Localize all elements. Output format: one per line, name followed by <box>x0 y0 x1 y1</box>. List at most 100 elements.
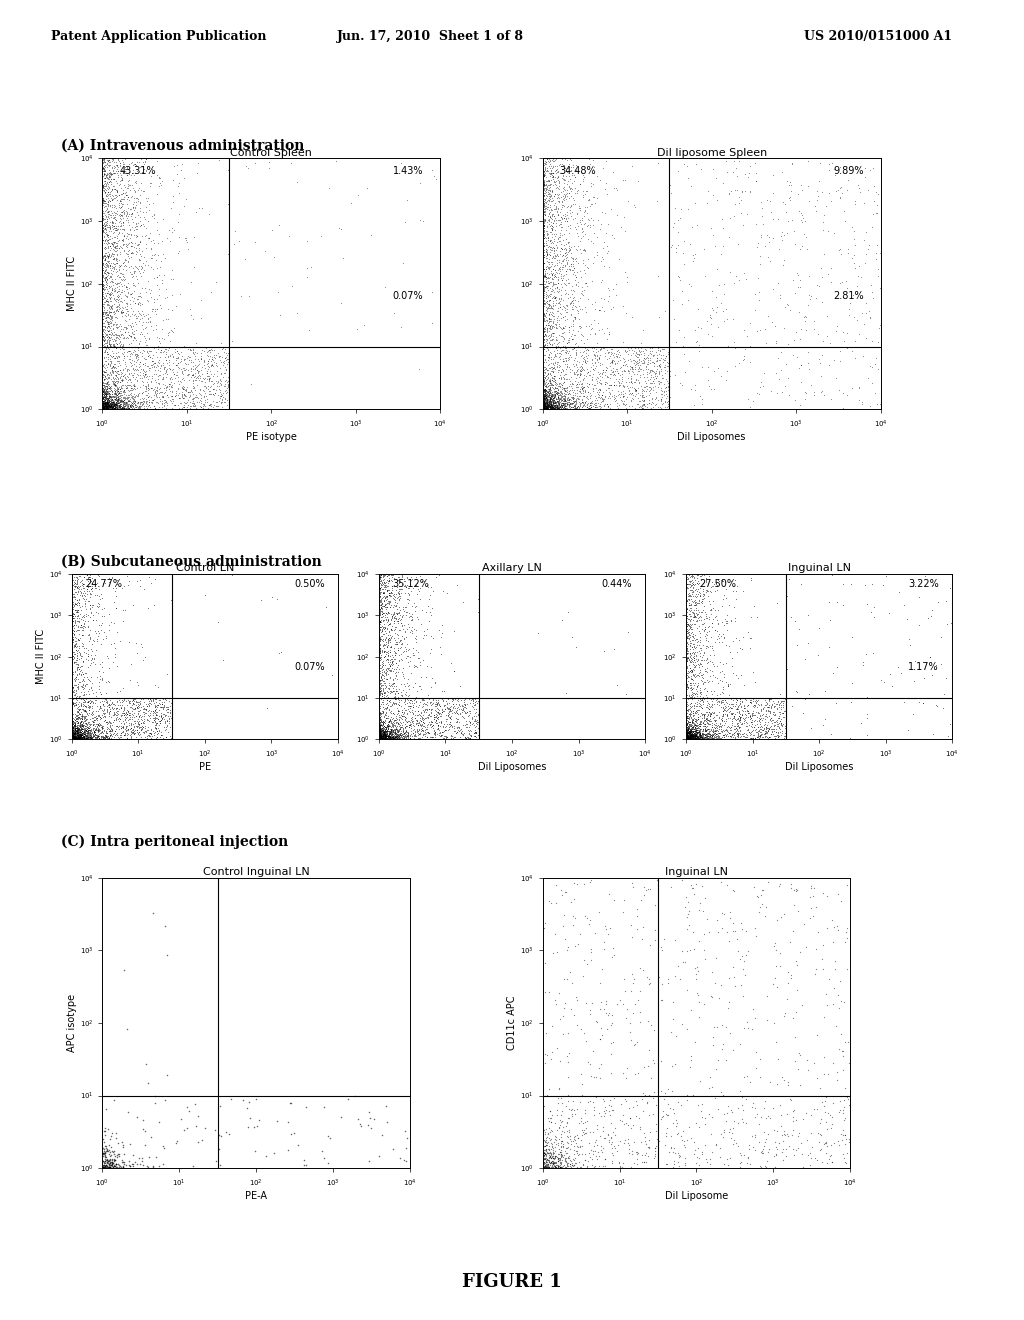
Point <box>123 396 139 417</box>
Point <box>592 1126 608 1147</box>
Point <box>99 312 116 333</box>
Point <box>375 719 391 741</box>
Point <box>176 396 193 417</box>
Point <box>373 729 389 750</box>
Point <box>116 202 132 223</box>
Point <box>185 339 202 360</box>
Point <box>544 226 560 247</box>
Point <box>67 726 83 747</box>
Point <box>69 726 85 747</box>
Point <box>774 715 791 737</box>
Point <box>774 222 791 243</box>
Point <box>191 368 208 389</box>
Point <box>382 726 398 747</box>
Point <box>104 306 121 327</box>
Point <box>129 202 145 223</box>
Point <box>190 364 207 385</box>
Point <box>687 727 703 748</box>
Point <box>131 388 147 409</box>
Point <box>679 723 695 744</box>
Point <box>100 216 117 238</box>
Point <box>141 341 158 362</box>
Point <box>742 692 759 713</box>
Point <box>617 397 634 418</box>
Point <box>745 690 762 711</box>
Point <box>539 161 555 182</box>
Point <box>446 660 463 681</box>
Point <box>74 725 90 746</box>
Point <box>605 371 622 392</box>
Point <box>548 338 564 359</box>
Point <box>807 288 823 309</box>
Point <box>74 619 90 640</box>
Point <box>108 395 124 416</box>
Point <box>404 620 421 642</box>
Point <box>105 393 122 414</box>
Point <box>66 717 82 738</box>
Point <box>746 1139 763 1160</box>
Point <box>106 388 123 409</box>
Point <box>373 711 389 733</box>
Point <box>562 1138 579 1159</box>
Point <box>146 1086 163 1107</box>
Point <box>104 392 121 413</box>
Point <box>67 727 83 748</box>
Point <box>412 710 428 731</box>
Point <box>728 713 744 734</box>
Point <box>67 722 83 743</box>
Point <box>554 318 570 339</box>
Point <box>95 319 112 341</box>
Point <box>538 396 554 417</box>
Point <box>536 193 552 214</box>
Point <box>89 631 105 652</box>
Point <box>67 729 83 750</box>
Point <box>108 723 124 744</box>
Point <box>106 329 123 350</box>
Point <box>606 374 623 395</box>
Point <box>135 206 152 227</box>
Point <box>184 343 201 364</box>
Point <box>618 267 635 288</box>
Point <box>100 383 117 404</box>
Point <box>677 1154 693 1175</box>
Point <box>80 726 96 747</box>
Point <box>682 726 698 747</box>
Point <box>536 1156 552 1177</box>
Point <box>141 392 158 413</box>
Point <box>109 367 125 388</box>
Point <box>601 1105 617 1126</box>
Point <box>690 722 707 743</box>
Point <box>159 1065 175 1086</box>
Point <box>738 705 755 726</box>
Point <box>682 583 698 605</box>
Point <box>98 726 115 747</box>
Point <box>601 1130 617 1151</box>
Point <box>96 397 113 418</box>
Point <box>96 190 113 211</box>
Point <box>109 397 125 418</box>
Point <box>689 726 706 747</box>
Point <box>98 376 115 397</box>
Point <box>570 1127 587 1148</box>
Point <box>723 719 739 741</box>
Point <box>543 1119 559 1140</box>
Point <box>556 904 572 925</box>
Point <box>682 726 698 747</box>
Point <box>548 380 564 401</box>
Point <box>119 387 135 408</box>
Point <box>116 231 132 252</box>
Point <box>409 595 425 616</box>
Point <box>101 297 118 318</box>
Point <box>111 197 127 218</box>
Point <box>690 721 707 742</box>
Point <box>119 397 135 418</box>
Point <box>390 718 407 739</box>
Point <box>398 566 415 587</box>
Point <box>387 729 403 750</box>
Point <box>78 702 94 723</box>
Point <box>684 729 700 750</box>
Point <box>688 721 705 742</box>
Point <box>212 380 228 401</box>
Point <box>139 341 156 362</box>
Point <box>617 341 634 362</box>
